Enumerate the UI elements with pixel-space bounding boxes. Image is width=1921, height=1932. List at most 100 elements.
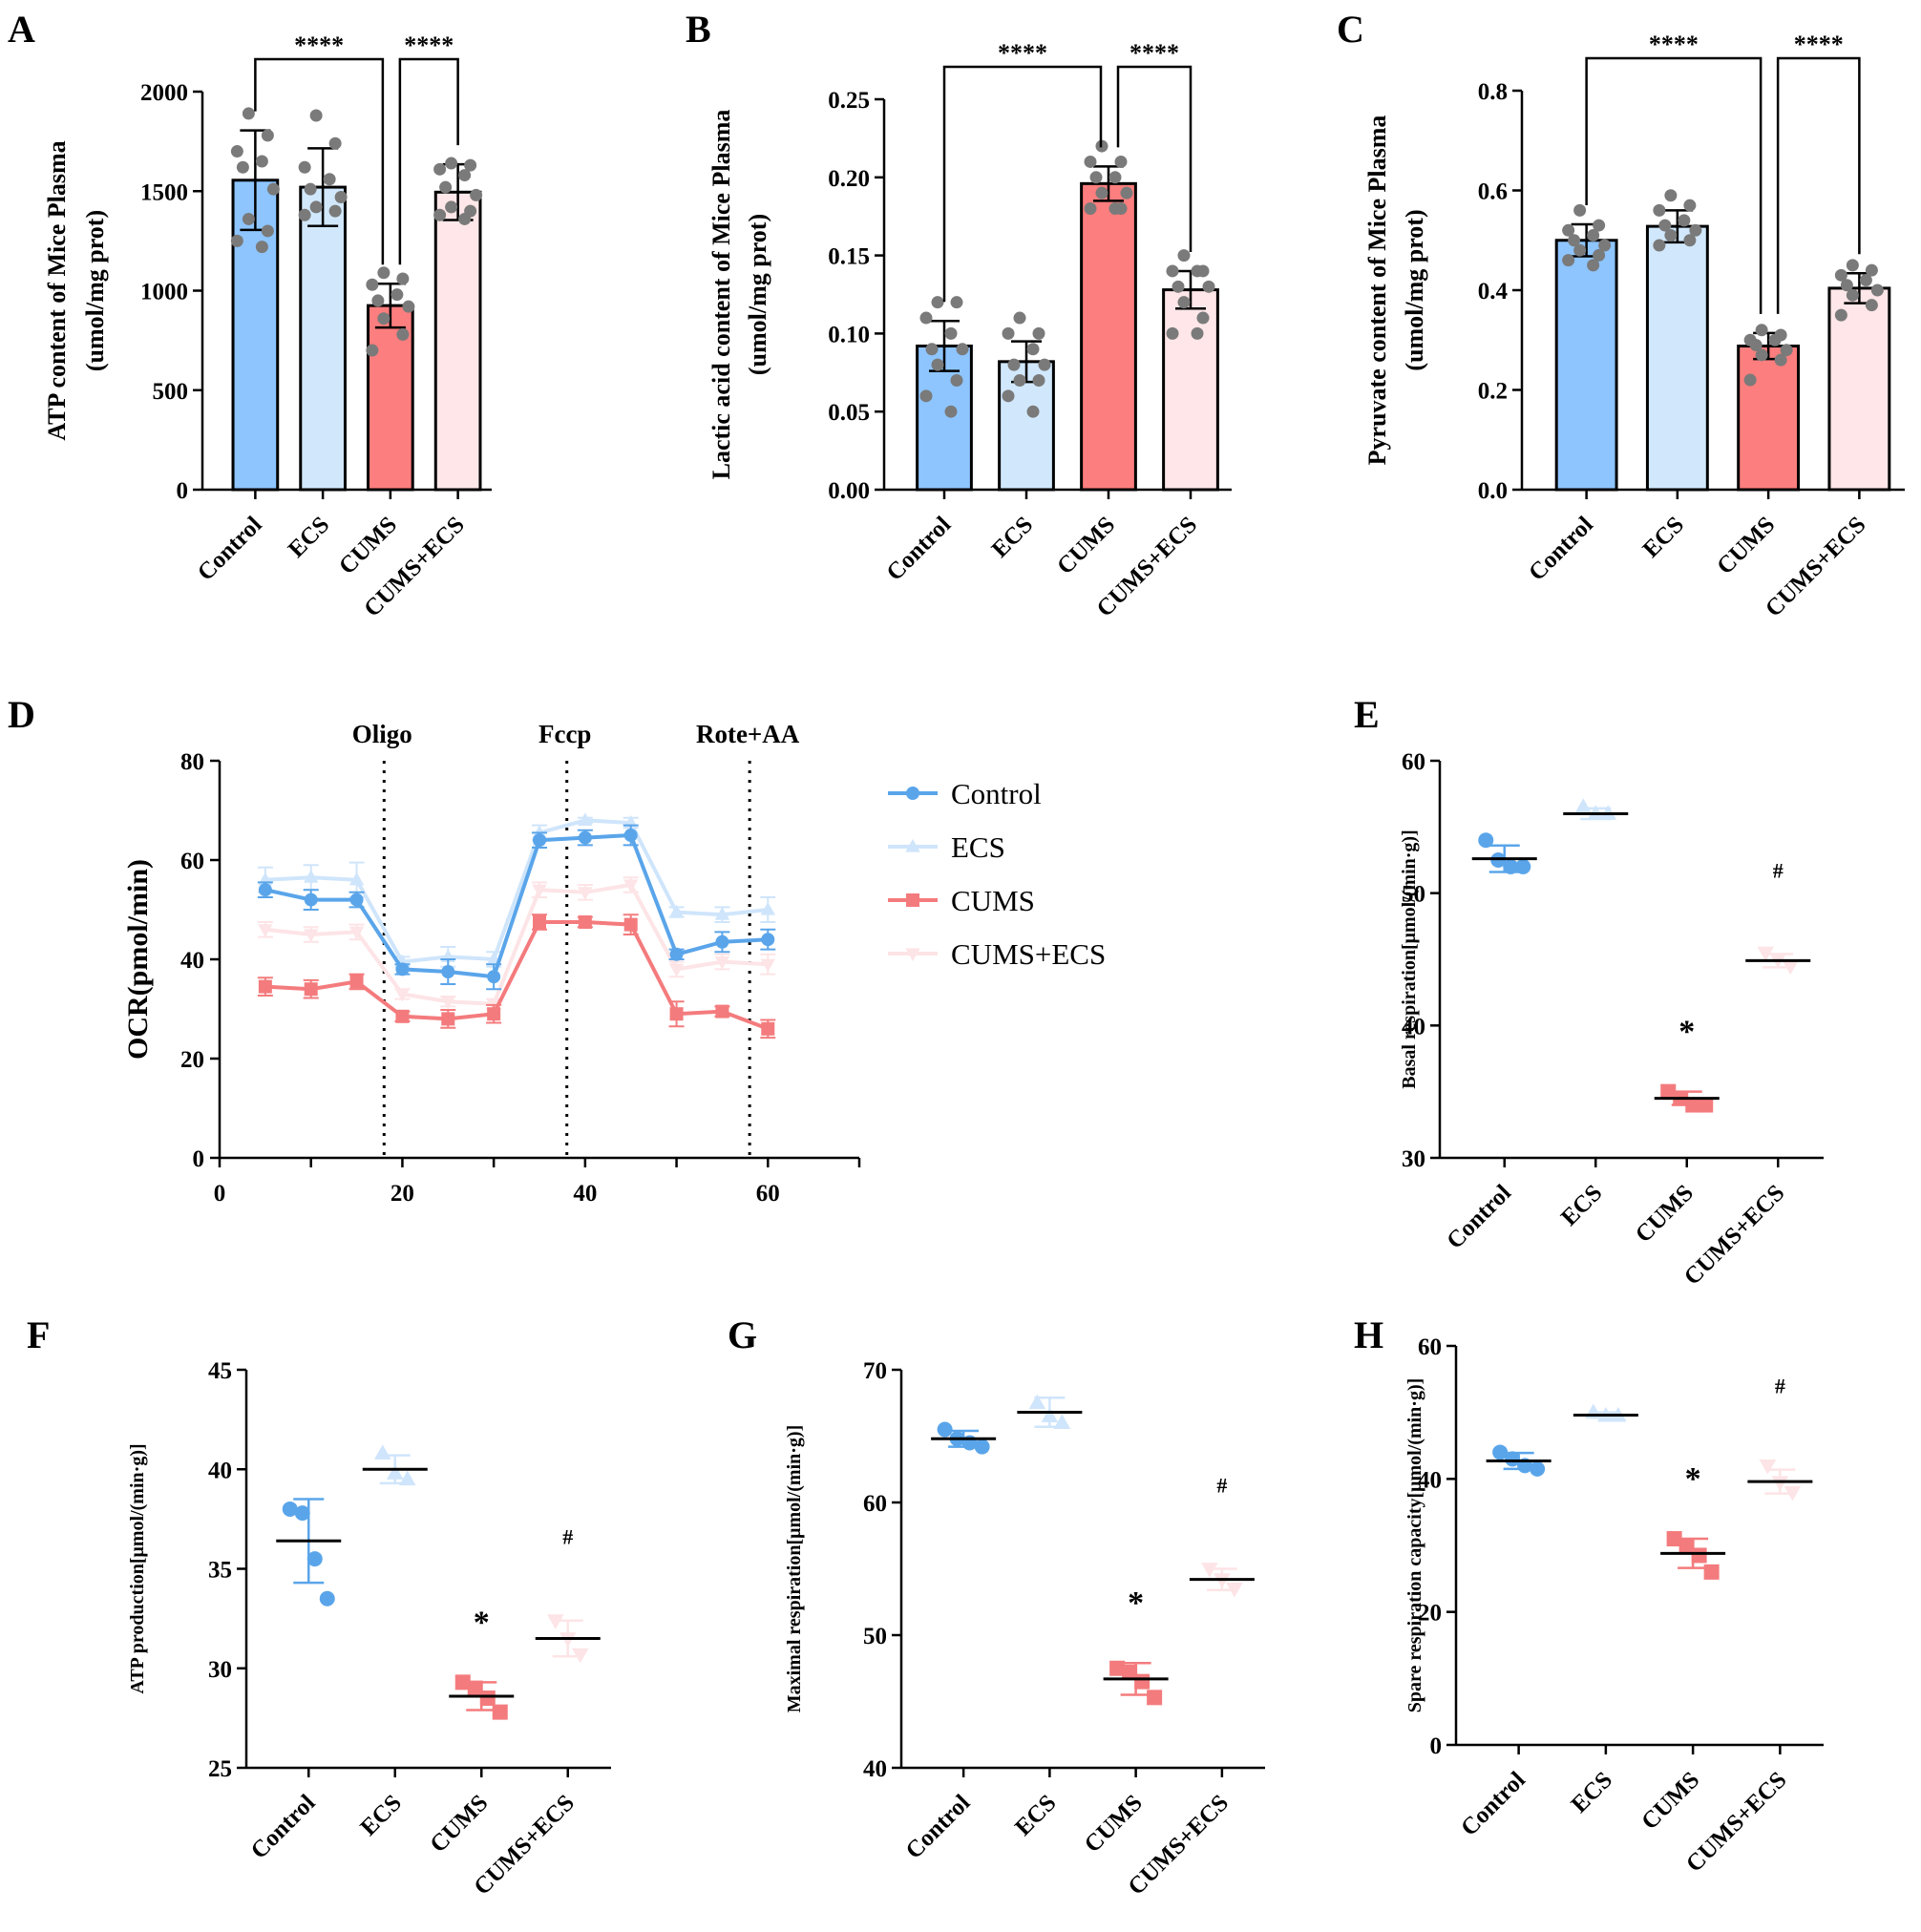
panel-a-data-point (458, 212, 472, 225)
y-tick-label: 0 (177, 478, 189, 504)
panel-a-data-point (366, 278, 379, 291)
legend-label: Control (951, 777, 1042, 810)
x-tick-label: Control (901, 1790, 976, 1864)
panel-a-data-point (445, 200, 458, 214)
panel-g-data-point (1201, 1563, 1218, 1578)
y-tick-label: 70 (863, 1358, 887, 1384)
y-tick-label: 0.4 (1478, 279, 1509, 304)
panel-a-significance-stars: **** (404, 32, 454, 59)
y-tick-label: 30 (208, 1657, 232, 1683)
series-point (441, 965, 455, 978)
panel-c-significance-stars: **** (1794, 31, 1844, 58)
series-point (714, 956, 730, 970)
y-tick-label: 25 (208, 1756, 232, 1782)
legend-swatch-marker (905, 838, 920, 852)
panel-c-data-point (1768, 333, 1782, 346)
y-tick-label: 40 (180, 948, 204, 974)
panel-c-bar-ecs (1645, 224, 1709, 492)
panel-c-significance-bracket (1776, 56, 1861, 314)
series-point (761, 933, 775, 947)
panel-c-data-point (1774, 353, 1787, 367)
panel-h-data-point (1691, 1547, 1707, 1564)
panel-b-data-point (1196, 311, 1210, 325)
panel-b-data-point (1032, 373, 1045, 387)
panel-g-data-point (974, 1438, 990, 1455)
y-tick-label: 45 (208, 1358, 232, 1384)
panel-f-data-point (398, 1470, 416, 1486)
panel-a-data-point (230, 234, 243, 247)
panel-h-significance-hash: # (1775, 1375, 1785, 1398)
series-point (533, 915, 546, 929)
legend-swatch-marker (905, 948, 920, 962)
panel-b-data-point (1095, 186, 1108, 200)
panel-h-data-point (1505, 1451, 1521, 1467)
series-point (623, 879, 639, 893)
x-tick-label: 40 (573, 1181, 597, 1207)
panel-f-significance-hash: # (562, 1525, 573, 1549)
panel-g-data-point (1147, 1690, 1163, 1706)
panel-g-data-point (1134, 1673, 1150, 1690)
series-point (349, 892, 364, 907)
panel-g-data-point (1226, 1582, 1243, 1598)
panel-e-data-point (1515, 858, 1531, 874)
panel-b-data-point (925, 343, 939, 356)
panel-c-y-axis-units: (umol/mg prot) (1401, 209, 1428, 370)
panel-e-y-axis-title: Basal respiration[μmol/(min·g)] (1399, 830, 1420, 1089)
y-tick-label: 0.10 (828, 322, 870, 347)
y-tick-label: 2000 (140, 80, 188, 106)
y-tick-label: 0.8 (1478, 79, 1508, 105)
y-tick-label: 0 (1430, 1733, 1443, 1759)
panel-b-data-point (919, 311, 933, 325)
y-tick-label: 50 (1402, 882, 1425, 908)
panel-a-label: A (8, 8, 35, 51)
panel-a-data-point (464, 158, 477, 172)
panel-b-y-axis-units: (umol/mg prot) (744, 214, 771, 375)
panel-f-data-point (571, 1648, 589, 1664)
series-point (533, 833, 546, 848)
y-tick-label: 0.05 (828, 400, 870, 426)
y-tick-label: 500 (153, 379, 189, 405)
panel-f-data-point (479, 1690, 496, 1707)
panel-g-y-axis-title: Maximal respiration[μmol/(min·g)] (784, 1425, 805, 1712)
panel-a-data-point (261, 129, 274, 142)
injection-label: Oligo (352, 720, 412, 748)
series-point (487, 1007, 501, 1021)
panel-a-data-point (230, 145, 243, 158)
legend-label: ECS (951, 830, 1005, 864)
panel-a-data-point (236, 160, 249, 174)
series-point (714, 907, 730, 920)
legend-label: CUMS (951, 884, 1035, 917)
panel-c-data-point (1780, 344, 1793, 357)
panel-c-label: C (1337, 8, 1364, 51)
panel-b-data-point (1026, 343, 1040, 356)
panel-d-label: D (8, 693, 35, 736)
x-tick-label: ECS (284, 512, 334, 562)
panel-a-data-point (439, 180, 453, 194)
x-tick-label: CUMS (334, 512, 402, 579)
panel-b-data-point (944, 326, 958, 340)
panel-b-significance-bracket (1116, 65, 1193, 252)
panel-g-significance-hash: # (1216, 1474, 1227, 1498)
panel-a-data-point (366, 344, 379, 357)
panel-h-y-axis-title: Spare respiration capacity[μmol/(min·g)] (1404, 1378, 1425, 1713)
panel-f-data-point (467, 1680, 483, 1696)
panel-a-data-point (402, 300, 415, 313)
series-point (532, 884, 547, 898)
panel-a-data-point (445, 157, 458, 170)
panel-b-data-point (1013, 373, 1026, 387)
panel-h-label: H (1354, 1313, 1383, 1356)
panel-a-data-point (323, 173, 336, 186)
series-point (669, 1007, 684, 1021)
panel-h-data-point (1530, 1460, 1546, 1477)
panel-h-data-point (1492, 1444, 1509, 1460)
series-point (578, 887, 593, 900)
panel-g-data-point (1041, 1407, 1059, 1423)
panel-f-data-point (319, 1590, 335, 1606)
series-point (715, 1004, 729, 1018)
panel-c-data-point (1653, 203, 1666, 217)
panel-a-data-point (396, 327, 410, 341)
panel-f-data-point (386, 1464, 404, 1480)
panel-b-data-point (950, 296, 963, 309)
panel-c-data-point (1573, 243, 1587, 257)
y-tick-label: 50 (863, 1624, 887, 1649)
